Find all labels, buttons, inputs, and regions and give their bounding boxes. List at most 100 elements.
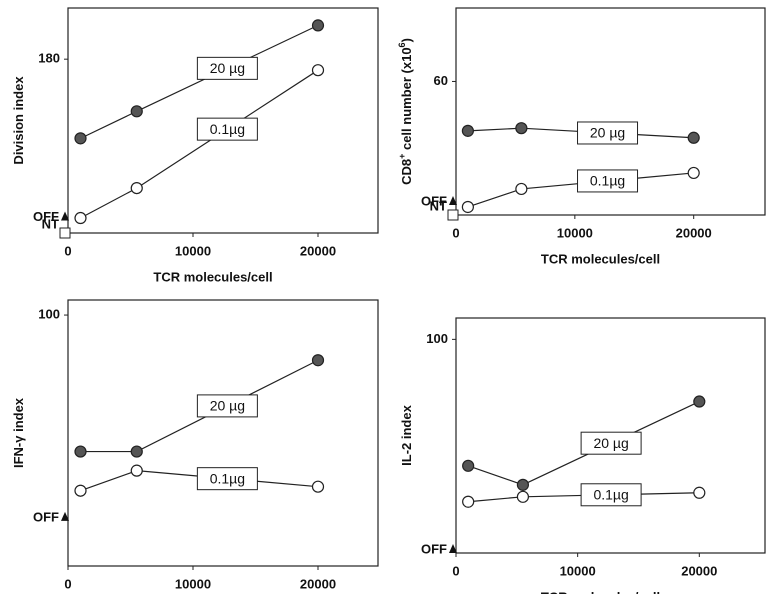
series-label: 20 µg (196, 394, 258, 418)
series-label: 0.1µg (580, 483, 642, 507)
marker-label: OFF (421, 541, 447, 556)
y-tick-label: 100 (426, 331, 448, 346)
x-axis-label: TCR molecules/cell (541, 251, 660, 266)
data-point (74, 445, 87, 458)
series-label-text: 0.1µg (590, 173, 625, 189)
x-tick-label: 20000 (300, 576, 336, 591)
y-axis-label: CD8+ cell number (x106) (397, 38, 414, 185)
data-point (515, 182, 528, 196)
series-label-box (580, 483, 642, 507)
data-point (462, 459, 475, 472)
series-label-text: 0.1µg (593, 486, 628, 502)
y-label-part: IFN-γ index (11, 397, 26, 468)
y-tick-label: 60 (434, 73, 448, 88)
series-label-box (577, 169, 639, 193)
series-label: 0.1µg (577, 169, 639, 193)
x-tick-label: 10000 (560, 563, 596, 578)
data-point (311, 19, 325, 32)
data-point (461, 200, 474, 214)
x-tick-label: 10000 (175, 243, 211, 258)
y-label-part: 6 (397, 42, 407, 47)
x-tick-label: 0 (64, 243, 71, 258)
data-point (462, 495, 475, 508)
data-point (74, 484, 87, 497)
x-tick-label: 20000 (676, 225, 712, 240)
x-axis-label: TCR molecules/cell (153, 269, 272, 284)
y-label-part: IL-2 index (399, 404, 414, 465)
series-label-text: 0.1µg (210, 470, 245, 486)
marker-label: NT (430, 198, 447, 213)
data-point (687, 131, 700, 144)
series-label: 20 µg (196, 56, 258, 80)
x-tick-label: 10000 (557, 225, 593, 240)
off-marker (61, 211, 69, 221)
off-marker (449, 195, 457, 205)
data-point (311, 480, 325, 493)
series-label: 0.1µg (196, 117, 258, 141)
series-label-text: 20 µg (210, 398, 245, 414)
nt-marker (447, 209, 459, 221)
series-label-text: 20 µg (590, 125, 625, 141)
off-marker (449, 544, 457, 553)
data-point (130, 445, 143, 458)
series-label: 20 µg (580, 431, 642, 455)
data-point (130, 464, 143, 477)
x-tick-label: 0 (452, 563, 459, 578)
y-axis-label: IFN-γ index (11, 397, 26, 468)
plot-frame (67, 299, 379, 567)
y-axis-label: IL-2 index (399, 404, 414, 465)
x-tick-label: 20000 (300, 243, 336, 258)
series-label-box (577, 121, 639, 145)
x-tick-label: 10000 (175, 576, 211, 591)
data-point (130, 105, 143, 118)
data-point (515, 122, 528, 135)
data-point (516, 490, 530, 503)
y-label-part: cell number (x10 (399, 47, 414, 153)
data-point (311, 354, 325, 367)
data-point (687, 166, 700, 180)
data-point (693, 486, 706, 499)
x-tick-label: 0 (452, 225, 459, 240)
nt-marker (59, 227, 71, 239)
y-tick-label: 100 (38, 306, 60, 321)
series-label-text: 20 µg (210, 60, 245, 76)
marker-label: OFF (421, 193, 447, 208)
y-label-part: + (397, 154, 407, 159)
series-label-text: 0.1µg (210, 121, 245, 137)
series-label-text: 20 µg (593, 435, 628, 451)
plot-frame (455, 317, 766, 554)
plot-frame (455, 7, 766, 216)
data-point (74, 132, 87, 145)
y-tick-label: 180 (38, 51, 60, 66)
panel: 0 10000 20000 100 TCR molecules/cell IL-2 ind… (399, 317, 766, 594)
data-point (311, 64, 325, 77)
data-point (516, 478, 530, 491)
y-label-part: CD8 (399, 159, 414, 185)
series-label-box (196, 117, 258, 141)
series-label-box (196, 467, 258, 491)
y-axis-label: Division index (11, 76, 26, 165)
x-axis-label: TCR molecules/cell (541, 589, 660, 594)
marker-label: OFF (33, 509, 59, 524)
y-label-part: ) (399, 38, 414, 42)
series-label: 0.1µg (196, 467, 258, 491)
panel: 01000020000100TCR molecules/cellIFN-γ in… (11, 299, 379, 591)
data-point (461, 124, 474, 137)
series-label-box (580, 431, 642, 455)
marker-label: OFF (33, 209, 59, 224)
data-point (130, 181, 143, 195)
x-tick-label: 20000 (681, 563, 717, 578)
panel: 0 10000 20000 180 TCR molecules/cell Division… (11, 7, 379, 284)
marker-label: NT (42, 216, 59, 231)
data-point (74, 211, 87, 225)
x-tick-label: 0 (64, 576, 71, 591)
data-point (693, 395, 706, 408)
series-label-box (196, 56, 258, 80)
plot-frame (67, 7, 379, 234)
off-marker (61, 511, 69, 521)
series-line (80, 69, 319, 219)
series-label-box (196, 394, 258, 418)
series-label: 20 µg (577, 121, 639, 145)
y-label-part: Division index (11, 76, 26, 165)
